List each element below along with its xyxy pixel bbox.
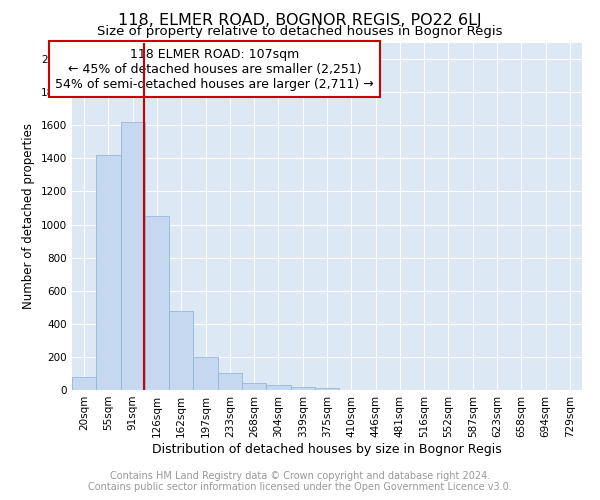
Y-axis label: Number of detached properties: Number of detached properties — [22, 123, 35, 309]
Bar — [242, 382, 266, 390]
X-axis label: Distribution of detached houses by size in Bognor Regis: Distribution of detached houses by size … — [152, 442, 502, 456]
Bar — [145, 216, 169, 390]
Bar — [72, 377, 96, 390]
Bar — [315, 388, 339, 390]
Bar — [266, 386, 290, 390]
Bar — [96, 155, 121, 390]
Bar — [290, 386, 315, 390]
Text: Size of property relative to detached houses in Bognor Regis: Size of property relative to detached ho… — [97, 25, 503, 38]
Text: 118, ELMER ROAD, BOGNOR REGIS, PO22 6LJ: 118, ELMER ROAD, BOGNOR REGIS, PO22 6LJ — [118, 12, 482, 28]
Bar — [121, 122, 145, 390]
Bar — [169, 310, 193, 390]
Text: 118 ELMER ROAD: 107sqm
← 45% of detached houses are smaller (2,251)
54% of semi-: 118 ELMER ROAD: 107sqm ← 45% of detached… — [55, 48, 374, 90]
Bar — [193, 357, 218, 390]
Bar — [218, 374, 242, 390]
Text: Contains HM Land Registry data © Crown copyright and database right 2024.
Contai: Contains HM Land Registry data © Crown c… — [88, 471, 512, 492]
